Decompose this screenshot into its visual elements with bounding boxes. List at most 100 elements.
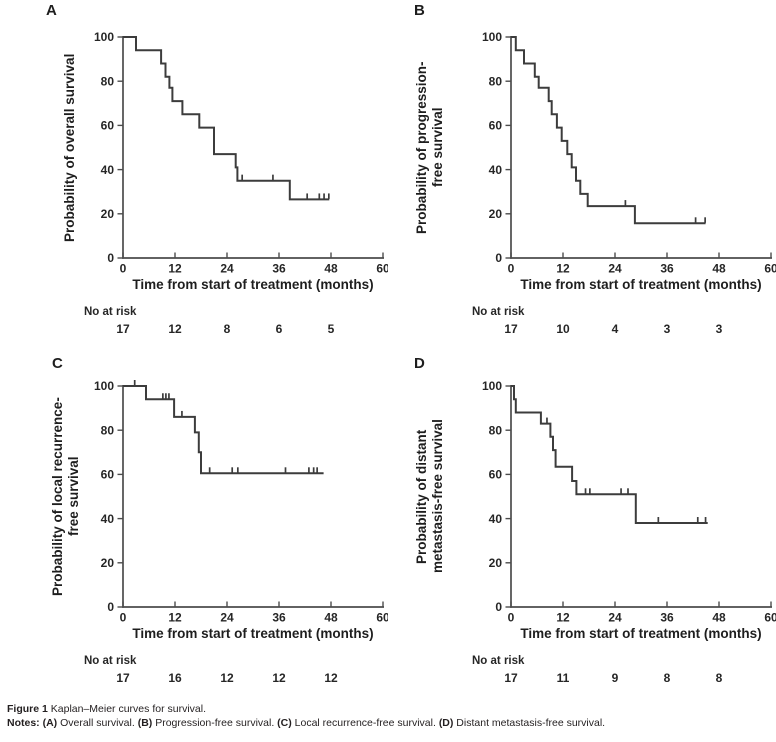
km-panel-d: D Probability of distant metastasis-free …: [388, 349, 776, 695]
risk-count-row: 17 10 4 3 3: [388, 322, 776, 338]
y-tick-label: 80: [489, 74, 503, 88]
y-tick-label: 0: [495, 251, 502, 265]
notes-label: Notes:: [7, 716, 40, 729]
y-tick-label: 20: [489, 556, 503, 570]
x-tick-label: 0: [120, 611, 127, 625]
y-tick-label: 100: [482, 30, 502, 44]
x-tick-label: 36: [660, 262, 674, 276]
x-tick-label: 36: [272, 611, 286, 625]
risk-count: 5: [327, 322, 335, 336]
km-plot: 0 20 40 60 80 100 0 12 24 36 48 60: [94, 379, 388, 625]
risk-count: 12: [272, 671, 286, 685]
risk-count: 12: [168, 322, 182, 336]
risk-count: 17: [504, 322, 518, 336]
no-at-risk-label: No at risk: [84, 306, 137, 318]
notes-panel-ref: (D): [438, 716, 454, 729]
risk-count: 8: [223, 322, 231, 336]
x-tick-label: 12: [556, 611, 570, 625]
y-tick-label: 40: [101, 512, 115, 526]
no-at-risk-label: No at risk: [472, 655, 525, 667]
risk-count: 9: [611, 671, 619, 685]
km-panel-b: B Probability of progression-free surviv…: [388, 0, 776, 346]
y-tick-label: 80: [489, 423, 503, 437]
risk-count: 12: [324, 671, 338, 685]
risk-count: 11: [556, 671, 570, 685]
x-tick-label: 48: [712, 262, 726, 276]
y-tick-label: 40: [101, 163, 115, 177]
risk-count: 8: [663, 671, 671, 685]
y-tick-label: 40: [489, 512, 503, 526]
x-tick-label: 12: [168, 262, 182, 276]
risk-count: 17: [504, 671, 518, 685]
x-tick-label: 48: [324, 611, 338, 625]
x-tick-label: 24: [220, 611, 234, 625]
notes-text: (A) Overall survival. (B) Progression-fr…: [42, 716, 606, 729]
x-tick-label: 36: [660, 611, 674, 625]
x-tick-label: 60: [764, 611, 776, 625]
x-axis-title: Time from start of treatment (months): [132, 626, 374, 641]
y-tick-label: 0: [107, 600, 114, 614]
km-plot: 0 20 40 60 80 100 0 12 24 36 48 60: [482, 30, 776, 276]
risk-count: 10: [556, 322, 570, 336]
km-curve: [123, 385, 324, 475]
km-panel-c: C Probability of local recurrence-free s…: [0, 349, 388, 695]
y-tick-label: 80: [101, 423, 115, 437]
risk-count: 4: [611, 322, 619, 336]
x-tick-label: 60: [376, 262, 388, 276]
risk-count: 6: [275, 322, 283, 336]
x-axis-title: Time from start of treatment (months): [132, 277, 374, 292]
figure-caption: Figure 1 Kaplan–Meier curves for surviva…: [7, 703, 769, 730]
panel-letter: C: [52, 355, 63, 372]
x-tick-label: 24: [608, 611, 622, 625]
km-plot: 0 20 40 60 80 100 0 12 24 36 48 60: [482, 379, 776, 625]
km-panel-a: A Probability of overall survival 0 20 40 6…: [0, 0, 388, 346]
y-tick-label: 100: [482, 379, 502, 393]
panel-letter: A: [46, 2, 57, 19]
x-tick-label: 48: [324, 262, 338, 276]
figure-label: Figure 1: [7, 703, 48, 715]
x-tick-label: 0: [508, 262, 515, 276]
risk-count-row: 17 11 9 8 8: [388, 671, 776, 687]
panel-letter: D: [414, 355, 425, 372]
y-tick-label: 100: [94, 379, 114, 393]
x-tick-label: 0: [120, 262, 127, 276]
y-tick-label: 40: [489, 163, 503, 177]
x-axis-title: Time from start of treatment (months): [520, 626, 762, 641]
km-curve: [511, 385, 708, 524]
x-tick-label: 48: [712, 611, 726, 625]
figure-notes: Notes: (A) Overall survival. (B) Progres…: [7, 717, 769, 731]
y-tick-label: 80: [101, 74, 115, 88]
y-tick-label: 20: [101, 207, 115, 221]
y-tick-label: 60: [101, 119, 115, 133]
x-tick-label: 36: [272, 262, 286, 276]
notes-panel-ref: (A): [42, 716, 58, 729]
km-plot: 0 20 40 60 80 100 0 12 24 36 48 60: [94, 30, 388, 276]
y-tick-label: 100: [94, 30, 114, 44]
notes-panel-ref: (B): [137, 716, 153, 729]
x-tick-label: 0: [508, 611, 515, 625]
risk-count: 17: [116, 322, 130, 336]
panel-letter: B: [414, 2, 425, 19]
x-tick-label: 24: [608, 262, 622, 276]
notes-panel-ref: (C): [277, 716, 292, 729]
risk-count: 16: [168, 671, 182, 685]
y-tick-label: 20: [489, 207, 503, 221]
x-tick-label: 60: [764, 262, 776, 276]
x-tick-label: 12: [556, 262, 570, 276]
y-tick-label: 0: [107, 251, 114, 265]
km-curve: [123, 36, 330, 201]
no-at-risk-label: No at risk: [472, 306, 525, 318]
y-tick-label: 60: [489, 119, 503, 133]
figure-title: Kaplan–Meier curves for survival.: [50, 703, 206, 715]
y-tick-label: 0: [495, 600, 502, 614]
x-tick-label: 12: [168, 611, 182, 625]
risk-count: 3: [715, 322, 723, 336]
x-axis-title: Time from start of treatment (months): [520, 277, 762, 292]
risk-count: 8: [715, 671, 723, 685]
y-tick-label: 60: [489, 468, 503, 482]
risk-count: 12: [220, 671, 234, 685]
x-tick-label: 24: [220, 262, 234, 276]
no-at-risk-label: No at risk: [84, 655, 137, 667]
y-tick-label: 20: [101, 556, 115, 570]
